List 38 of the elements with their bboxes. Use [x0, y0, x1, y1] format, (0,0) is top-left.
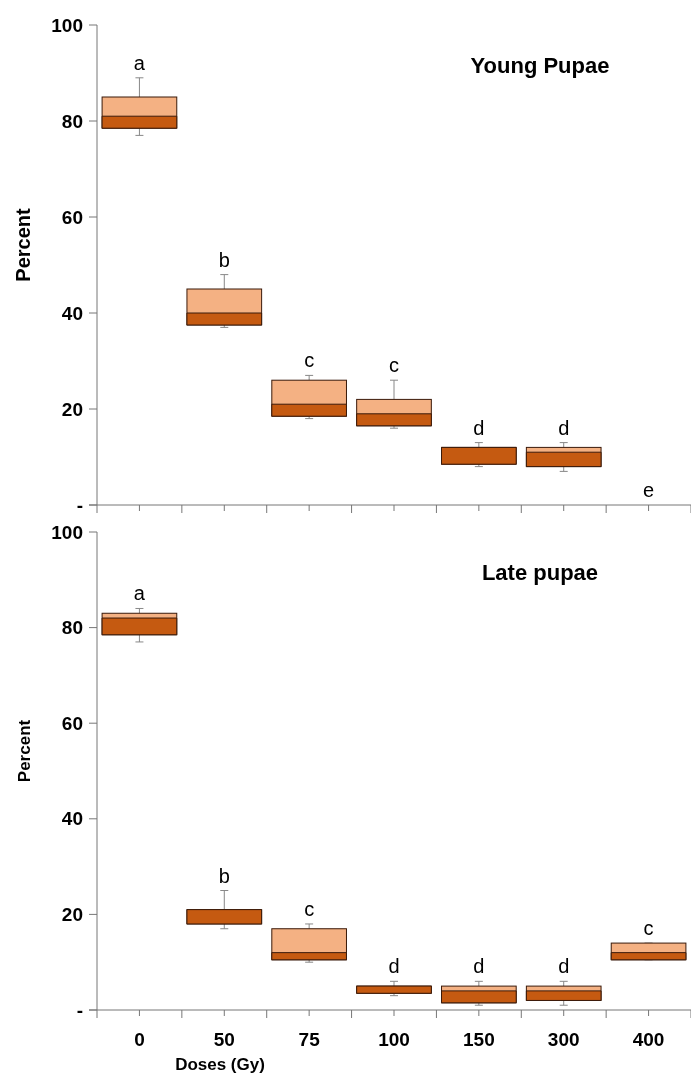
y-tick-label: 80 [61, 110, 83, 132]
annotation: d [558, 416, 570, 439]
x-tick-label: 0 [134, 1029, 145, 1050]
annotation: b [218, 864, 230, 887]
y-axis-title: Percent [12, 207, 34, 282]
y-tick-label: 20 [61, 904, 83, 926]
y-tick-label: 100 [51, 14, 83, 36]
x-tick-label: 75 [298, 1029, 321, 1050]
y-tick-label: 100 [51, 521, 83, 543]
y-tick-label: 40 [61, 302, 83, 324]
x-tick-label: 100 [378, 1029, 410, 1050]
annotation: d [388, 955, 400, 978]
annotation: c [304, 897, 315, 920]
x-axis-title: Doses (Gy) [175, 1055, 265, 1074]
x-tick-label: 50 [213, 1029, 235, 1050]
y-tick-label: - [76, 494, 83, 516]
y-tick-label: 80 [61, 617, 83, 639]
annotation: b [218, 248, 230, 271]
y-tick-label: 40 [61, 808, 83, 830]
x-tick-label: 150 [463, 1029, 495, 1050]
annotation: c [643, 917, 654, 940]
annotation: d [473, 416, 485, 439]
annotation: d [558, 955, 570, 978]
y-axis-title: Percent [15, 719, 34, 783]
annotation: a [133, 51, 146, 74]
y-tick-label: - [76, 999, 83, 1021]
annotation: a [133, 582, 146, 605]
x-tick-label: 300 [547, 1029, 580, 1050]
text: Late pupae [481, 560, 599, 585]
annotation: d [473, 955, 485, 978]
y-tick-label: 20 [61, 398, 83, 420]
annotation: c [304, 349, 315, 372]
text: Young Pupae [470, 53, 610, 78]
annotation: c [389, 354, 399, 377]
annotation: e [643, 479, 655, 501]
y-tick-label: 60 [61, 712, 83, 734]
y-tick-label: 60 [61, 206, 83, 228]
x-tick-label: 400 [632, 1029, 665, 1050]
